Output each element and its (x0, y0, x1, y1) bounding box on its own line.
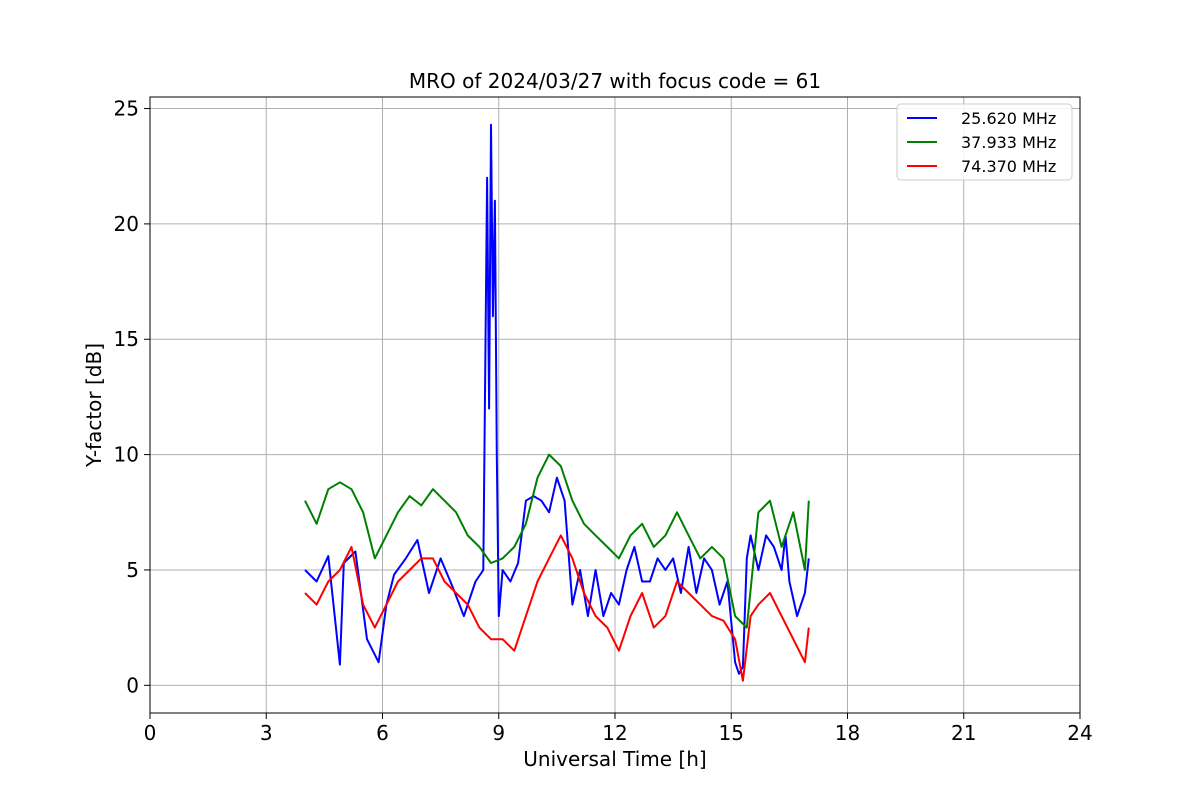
y-tick-label: 5 (126, 558, 139, 582)
x-tick-label: 3 (260, 721, 273, 745)
x-tick-label: 12 (602, 721, 627, 745)
y-tick-label: 15 (114, 327, 139, 351)
y-tick-label: 20 (114, 212, 139, 236)
series-layer (304, 123, 810, 682)
legend-label: 37.933 MHz (961, 133, 1056, 152)
x-tick-label: 9 (492, 721, 505, 745)
x-tick-label: 21 (951, 721, 976, 745)
legend-label: 74.370 MHz (961, 157, 1056, 176)
x-tick-label: 15 (719, 721, 744, 745)
y-tick-label: 25 (114, 97, 139, 121)
x-tick-label: 0 (144, 721, 157, 745)
x-tick-label: 24 (1067, 721, 1092, 745)
y-tick-label: 0 (126, 673, 139, 697)
legend-label: 25.620 MHz (961, 109, 1056, 128)
y-axis: 0 5 10 15 20 25 (114, 97, 150, 697)
x-axis-label: Universal Time [h] (523, 747, 706, 771)
series-line-3 (304, 534, 810, 682)
legend-box (896, 103, 1073, 181)
series-line-1 (304, 123, 810, 675)
legend: 25.620 MHz 37.933 MHz 74.370 MHz (896, 103, 1073, 181)
chart-title: MRO of 2024/03/27 with focus code = 61 (409, 69, 821, 93)
x-axis: 0 3 6 9 12 15 18 21 24 (144, 713, 1093, 745)
y-axis-label: Y-factor [dB] (82, 343, 106, 468)
x-tick-label: 18 (835, 721, 860, 745)
y-tick-label: 10 (114, 443, 139, 467)
series-line-2 (304, 453, 810, 629)
grid (149, 97, 1081, 713)
x-tick-label: 6 (376, 721, 389, 745)
